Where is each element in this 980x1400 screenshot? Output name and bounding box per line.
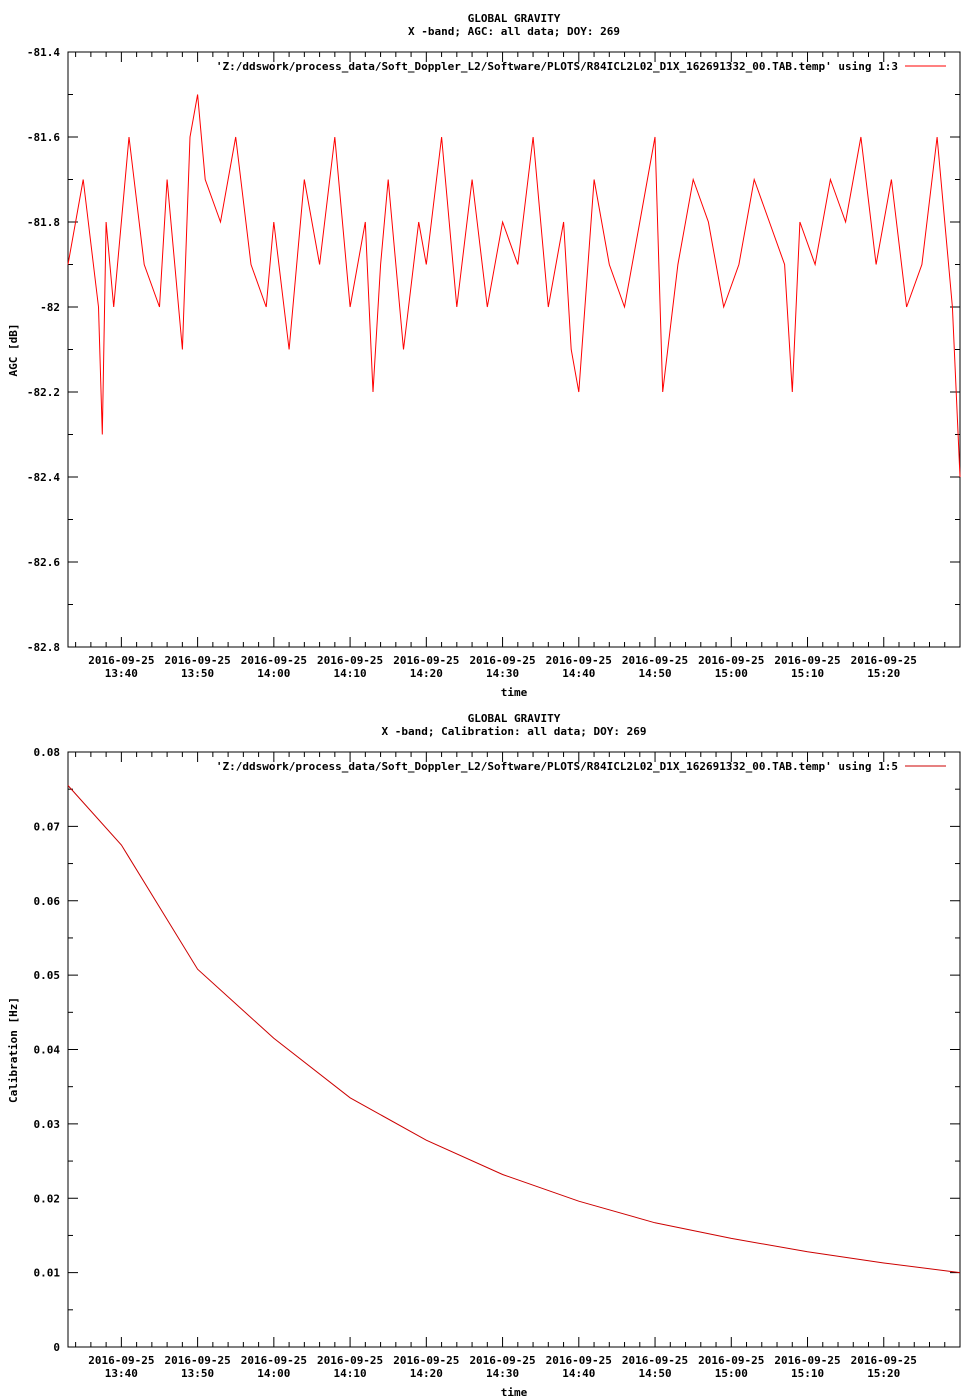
x-tick-time: 14:20 [410,667,443,680]
x-tick-date: 2016-09-25 [851,1354,917,1367]
x-tick-date: 2016-09-25 [164,654,230,667]
series-line [67,785,961,1274]
x-tick-date: 2016-09-25 [546,654,612,667]
x-tick-time: 15:10 [791,667,824,680]
x-tick-date: 2016-09-25 [241,1354,307,1367]
x-tick-time: 15:00 [715,1367,748,1380]
x-tick-time: 14:00 [257,667,290,680]
chart-subtitle: X -band; Calibration: all data; DOY: 269 [382,725,647,738]
series-line [67,94,961,478]
x-tick-date: 2016-09-25 [622,1354,688,1367]
y-tick-label: 0.05 [34,969,61,982]
x-tick-time: 15:10 [791,1367,824,1380]
x-tick-date: 2016-09-25 [241,654,307,667]
x-tick-date: 2016-09-25 [317,654,383,667]
x-tick-time: 15:20 [867,667,900,680]
x-axis-label: time [501,686,528,699]
plot-frame [67,751,961,1348]
legend-entry: 'Z:/ddswork/process_data/Soft_Doppler_L2… [216,60,898,73]
x-tick-time: 15:00 [715,667,748,680]
x-tick-date: 2016-09-25 [393,1354,459,1367]
x-tick-time: 13:50 [181,667,214,680]
x-tick-date: 2016-09-25 [469,1354,535,1367]
x-tick-date: 2016-09-25 [317,1354,383,1367]
x-tick-time: 14:30 [486,1367,519,1380]
x-tick-date: 2016-09-25 [774,1354,840,1367]
x-tick-date: 2016-09-25 [469,654,535,667]
y-tick-label: 0.08 [34,746,61,759]
x-tick-date: 2016-09-25 [774,654,840,667]
x-tick-date: 2016-09-25 [698,1354,764,1367]
y-tick-label: 0 [53,1341,60,1354]
x-tick-date: 2016-09-25 [546,1354,612,1367]
x-tick-time: 13:50 [181,1367,214,1380]
x-axis-label: time [501,1386,528,1399]
x-tick-time: 14:10 [334,1367,367,1380]
x-tick-time: 14:40 [562,667,595,680]
y-tick-label: -81.6 [27,131,60,144]
y-axis-label: AGC [dB] [7,324,20,377]
x-tick-date: 2016-09-25 [88,654,154,667]
chart-title: GLOBAL GRAVITY [468,12,561,25]
x-tick-time: 14:00 [257,1367,290,1380]
x-tick-time: 14:50 [638,667,671,680]
y-tick-label: 0.03 [34,1118,61,1131]
y-tick-label: 0.01 [34,1267,61,1280]
y-tick-label: 0.02 [34,1192,61,1205]
x-tick-date: 2016-09-25 [851,654,917,667]
y-tick-label: -81.4 [27,46,60,59]
y-tick-label: -82.8 [27,641,60,654]
chart-title: GLOBAL GRAVITY [468,712,561,725]
x-tick-time: 14:10 [334,667,367,680]
y-tick-label: -82.2 [27,386,60,399]
y-tick-label: 0.06 [34,895,61,908]
x-tick-date: 2016-09-25 [622,654,688,667]
x-tick-time: 15:20 [867,1367,900,1380]
x-tick-time: 14:30 [486,667,519,680]
y-tick-label: 0.07 [34,820,61,833]
x-tick-time: 14:40 [562,1367,595,1380]
y-axis-label: Calibration [Hz] [7,997,20,1103]
y-tick-label: -82.4 [27,471,60,484]
y-tick-label: 0.04 [34,1044,61,1057]
x-tick-date: 2016-09-25 [698,654,764,667]
legend-entry: 'Z:/ddswork/process_data/Soft_Doppler_L2… [216,760,898,773]
chart-subtitle: X -band; AGC: all data; DOY: 269 [408,25,620,38]
x-tick-time: 13:40 [105,1367,138,1380]
x-tick-date: 2016-09-25 [393,654,459,667]
x-tick-date: 2016-09-25 [164,1354,230,1367]
x-tick-time: 14:50 [638,1367,671,1380]
y-tick-label: -81.8 [27,216,60,229]
x-tick-time: 13:40 [105,667,138,680]
x-tick-time: 14:20 [410,1367,443,1380]
y-tick-label: -82.6 [27,556,60,569]
y-tick-label: -82 [40,301,60,314]
x-tick-date: 2016-09-25 [88,1354,154,1367]
